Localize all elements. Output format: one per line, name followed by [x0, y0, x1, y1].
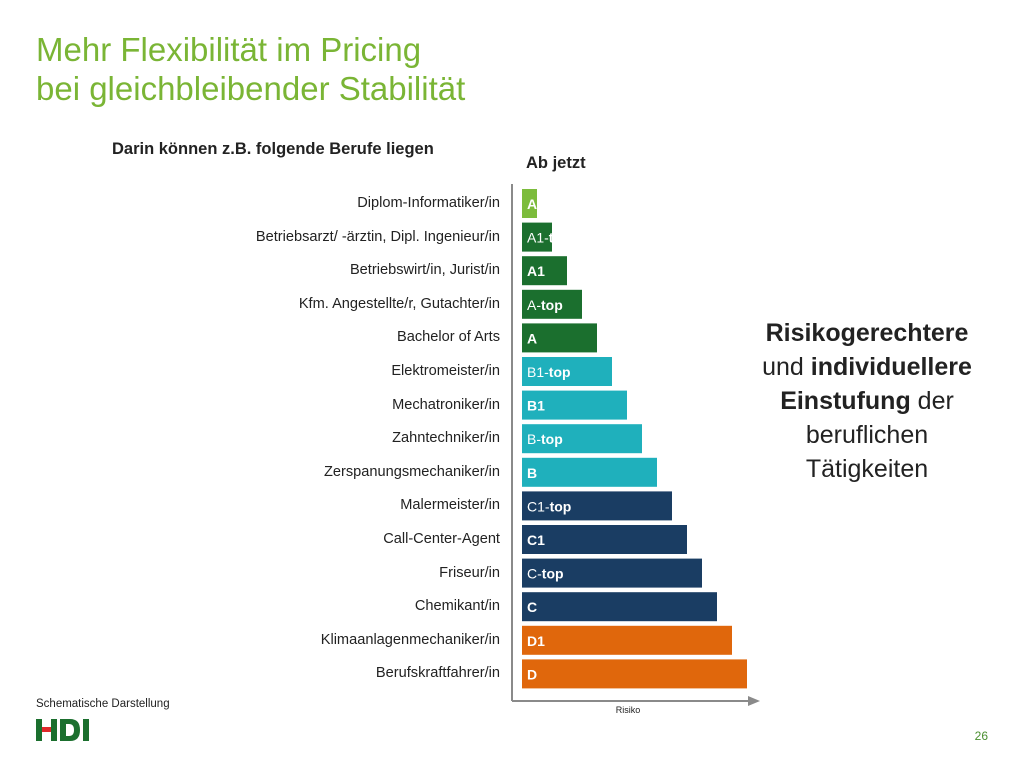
risk-class-label: D1 — [527, 633, 545, 649]
risk-class-base: D — [527, 666, 537, 682]
risk-class-base: A1 — [527, 263, 545, 279]
risk-class-label: C-top — [527, 566, 564, 582]
profession-label: Malermeister/in — [400, 497, 500, 514]
risk-class-suffix: top — [549, 364, 571, 380]
profession-label: Call-Center-Agent — [383, 531, 500, 547]
profession-label: Berufskraftfahrer/in — [375, 665, 500, 682]
risk-class-label: B1 — [527, 398, 545, 414]
risk-class-base: B1- — [527, 364, 549, 380]
profession-label: Kfm. Angestellte/r, Gutachter/in — [298, 295, 500, 312]
profession-label: Diplom-Informatiker/in — [357, 195, 500, 211]
risk-class-bar — [522, 189, 537, 218]
profession-label: Chemikant/in — [414, 598, 500, 615]
hdi-logo-mark — [36, 719, 89, 741]
risk-class-label: B1-top — [527, 364, 571, 380]
hdi-logo — [36, 716, 100, 749]
risk-class-bar — [522, 357, 612, 386]
profession-label: Mechatroniker/in — [392, 396, 500, 413]
risk-class-label: C — [527, 599, 537, 615]
risk-class-label: A0 — [527, 196, 545, 212]
profession-label: Bachelor of Arts — [396, 329, 500, 346]
risk-class-base: A1- — [527, 230, 549, 246]
profession-label: Elektromeister/in — [391, 363, 500, 379]
risk-class-bar — [522, 289, 582, 319]
risk-class-bar — [522, 491, 672, 521]
risk-note-text-4: Einstufung — [780, 387, 911, 415]
column-header: Ab jetzt — [526, 154, 586, 172]
risk-class-base: A0 — [527, 196, 545, 212]
risk-class-label: D — [527, 666, 537, 682]
risk-note-text-6: beruflichen — [805, 421, 929, 449]
page-title: Mehr Flexibilität im Pricing bei gleichb… — [36, 30, 465, 108]
risk-class-suffix: top — [542, 566, 564, 582]
risk-class-bar — [522, 592, 717, 622]
risk-class-base: B1 — [527, 398, 545, 414]
risk-class-label: C1 — [527, 532, 545, 548]
risk-class-bar — [522, 525, 687, 554]
x-axis-arrow — [748, 696, 760, 706]
risk-class-base: B- — [527, 431, 541, 447]
risk-class-base: C1- — [527, 498, 550, 514]
risk-note-text-7: Tätigkeiten — [805, 455, 929, 483]
page-title-line-2: bei gleichbleibender Stabilität — [36, 70, 466, 107]
risk-class-base: C- — [527, 566, 542, 582]
risk-class-bar — [522, 390, 627, 420]
risk-class-label: B-top — [527, 431, 563, 447]
chart-subtitle: Darin können z.B. folgende Berufe liegen — [112, 140, 434, 158]
page-title-line-1: Mehr Flexibilität im Pricing — [36, 31, 422, 68]
risk-class-base: A- — [527, 297, 541, 313]
footnote: Schematische Darstellung — [36, 698, 170, 710]
risk-class-bar — [522, 256, 567, 286]
risk-note-text-5: der — [910, 387, 954, 415]
risk-class-suffix: top — [550, 498, 572, 514]
x-axis-label: Risiko — [616, 705, 641, 715]
profession-label: Klimaanlagenmechaniker/in — [320, 631, 500, 648]
risk-class-bar — [522, 323, 597, 353]
risk-class-bar — [522, 659, 747, 689]
risk-class-bar — [522, 625, 732, 655]
risk-class-label: A-top — [527, 297, 563, 313]
risk-class-base: B — [527, 465, 537, 481]
risk-note-text-1: Risikogerechtere — [765, 319, 969, 347]
risk-class-label: A1 — [527, 263, 545, 279]
risk-note-text-3: individuellere — [810, 353, 972, 381]
profession-label: Betriebsarzt/ -ärztin, Dipl. Ingenieur/i… — [255, 228, 500, 245]
risk-class-label: B — [527, 465, 537, 481]
risk-class-base: D1 — [527, 633, 545, 649]
risk-class-bar — [522, 457, 657, 487]
risk-class-bar — [522, 222, 552, 252]
risk-class-bar — [522, 424, 642, 454]
page-number: 26 — [974, 729, 988, 743]
profession-label: Zahntechniker/in — [392, 430, 500, 447]
risk-class-base: C1 — [527, 532, 545, 548]
risk-class-label: A — [527, 330, 537, 346]
risk-class-suffix: top — [541, 431, 563, 447]
profession-label: Friseur/in — [439, 564, 500, 581]
risk-class-suffix: top — [549, 230, 571, 246]
risk-class-label: C1-top — [527, 498, 571, 514]
risk-class-label: A1-top — [527, 230, 571, 246]
risk-class-base: C — [527, 599, 537, 615]
profession-label: Zerspanungsmechaniker/in — [323, 463, 500, 480]
risk-note: Risikogerechtere und individuellere Eins… — [731, 316, 1003, 486]
risk-class-suffix: top — [541, 297, 563, 313]
risk-class-bar — [522, 558, 702, 588]
profession-label: Betriebswirt/in, Jurist/in — [349, 262, 500, 279]
risk-class-base: A — [527, 330, 537, 346]
risk-note-text-2: und — [762, 353, 811, 381]
